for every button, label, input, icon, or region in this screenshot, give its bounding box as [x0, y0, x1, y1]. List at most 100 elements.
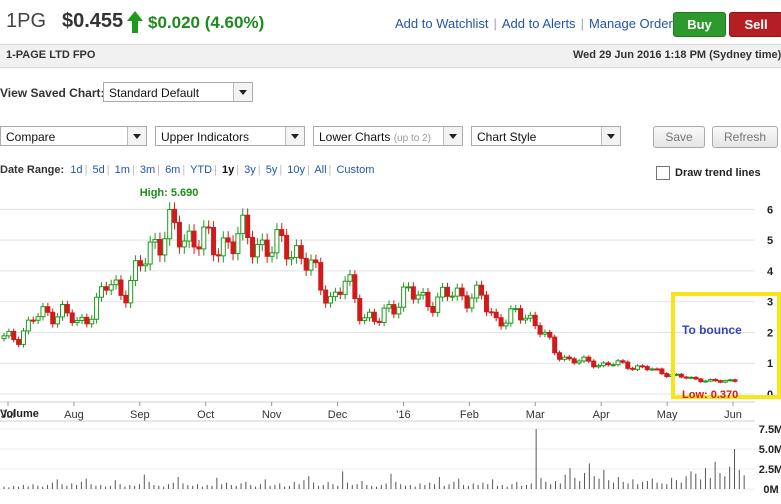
month-label: Nov — [262, 409, 282, 421]
candle-down — [639, 365, 645, 368]
candle-down — [303, 257, 309, 271]
upper-indicators-select[interactable]: Upper Indicators — [155, 126, 305, 146]
sell-button[interactable]: Sell — [729, 12, 781, 37]
candle-up — [289, 256, 295, 260]
compare-select[interactable]: Compare — [0, 126, 147, 146]
manage-orders-link[interactable]: Manage Orders — [588, 16, 680, 31]
candle-up — [396, 306, 402, 315]
candle-down — [45, 306, 51, 313]
candle-up — [415, 294, 421, 300]
candle-down — [318, 262, 324, 291]
month-label: Apr — [593, 409, 610, 421]
candle-up — [503, 322, 509, 327]
price-chart[interactable]: 0 1 2 3 4 5 6 Jul Aug Sep Oct Nov Dec '16 Feb Mar Apr May… — [0, 184, 781, 504]
chevron-down-icon — [127, 127, 146, 145]
draw-trend-lines-toggle[interactable]: Draw trend lines — [656, 166, 761, 180]
candle-down — [376, 320, 382, 324]
refresh-button[interactable]: Refresh — [712, 126, 778, 148]
candle-up — [522, 317, 528, 321]
candle-down — [586, 356, 592, 362]
candle-down — [191, 230, 197, 248]
month-label: Mar — [526, 409, 545, 421]
candle-down — [479, 284, 485, 296]
range-ytd[interactable]: YTD — [190, 164, 213, 176]
candle-up — [201, 226, 207, 250]
candle-up — [186, 230, 192, 242]
range-divider: | — [157, 164, 160, 176]
candle-up — [542, 331, 548, 335]
candle-down — [323, 289, 329, 304]
chart-axes: 0 1 2 3 4 5 6 Jul Aug Sep Oct Nov Dec '16 Feb Mar Apr May… — [1, 204, 781, 496]
month-label: Aug — [64, 409, 84, 421]
candle-down — [659, 368, 665, 375]
volume-axis-label: 0M — [763, 484, 778, 496]
save-button[interactable]: Save — [653, 126, 705, 148]
buy-button[interactable]: Buy — [673, 12, 726, 37]
saved-chart-select[interactable]: Standard Default — [103, 82, 253, 102]
candle-up — [513, 308, 519, 311]
candle-up — [59, 304, 65, 318]
ticker-symbol: 1PG — [6, 10, 47, 32]
candle-down — [557, 352, 563, 360]
candle-down — [605, 362, 611, 366]
range-custom[interactable]: Custom — [336, 164, 375, 176]
range-10y[interactable]: 10y — [287, 164, 305, 176]
candle-down — [698, 378, 704, 383]
link-divider: | — [580, 16, 584, 31]
trend-lines-checkbox[interactable] — [656, 166, 670, 180]
range-divider: | — [307, 164, 310, 176]
chart-style-select[interactable]: Chart Style — [471, 126, 621, 146]
range-3m[interactable]: 3m — [139, 164, 156, 176]
candle-up — [469, 297, 475, 309]
price-axis-label: 6 — [767, 204, 773, 216]
range-1y[interactable]: 1y — [221, 164, 235, 176]
candle-down — [591, 360, 597, 368]
candle-up — [162, 238, 168, 256]
candle-up — [527, 314, 533, 319]
candle-up — [420, 291, 426, 296]
candle-up — [220, 237, 226, 257]
add-to-watchlist-link[interactable]: Add to Watchlist — [395, 16, 489, 31]
candle-down — [430, 306, 436, 313]
candle-up — [635, 365, 641, 370]
candle-down — [483, 294, 489, 313]
add-to-alerts-link[interactable]: Add to Alerts — [501, 16, 576, 31]
candle-down — [644, 366, 650, 371]
high-label: High: 5.690 — [140, 187, 199, 199]
lower-charts-select[interactable]: Lower Charts (up to 2) — [313, 126, 463, 146]
candle-up — [342, 280, 348, 295]
candle-up — [133, 260, 139, 282]
candle-down — [11, 330, 17, 341]
candle-up — [386, 304, 392, 309]
candle-up — [259, 239, 265, 246]
volume-title: Volume — [0, 408, 39, 420]
volume-bars — [3, 429, 745, 489]
range-3y[interactable]: 3y — [244, 164, 256, 176]
range-divider: | — [182, 164, 186, 176]
candle-up — [581, 356, 587, 362]
range-all[interactable]: All — [314, 164, 327, 176]
candle-up — [128, 280, 134, 304]
candle-up — [40, 306, 46, 318]
range-5y[interactable]: 5y — [265, 164, 278, 176]
candle-up — [254, 244, 260, 258]
candle-down — [157, 238, 163, 256]
price-axis-label: 1 — [767, 358, 773, 370]
candle-up — [235, 233, 241, 255]
range-6m[interactable]: 6m — [165, 164, 181, 176]
candle-up — [74, 319, 80, 324]
quote-timestamp: Wed 29 Jun 2016 1:18 PM (Sydney time) — [573, 49, 781, 61]
candle-down — [284, 234, 290, 260]
candle-up — [142, 263, 148, 267]
chevron-down-icon — [443, 127, 462, 145]
range-1d[interactable]: 1d — [70, 164, 83, 176]
range-divider: | — [328, 164, 332, 176]
candle-up — [610, 364, 616, 367]
range-divider: | — [84, 164, 88, 176]
candle-up — [181, 240, 187, 248]
range-1m[interactable]: 1m — [114, 164, 130, 176]
range-5d[interactable]: 5d — [92, 164, 105, 176]
candle-up — [381, 307, 387, 324]
candle-down — [137, 260, 143, 267]
candle-up — [274, 229, 280, 254]
